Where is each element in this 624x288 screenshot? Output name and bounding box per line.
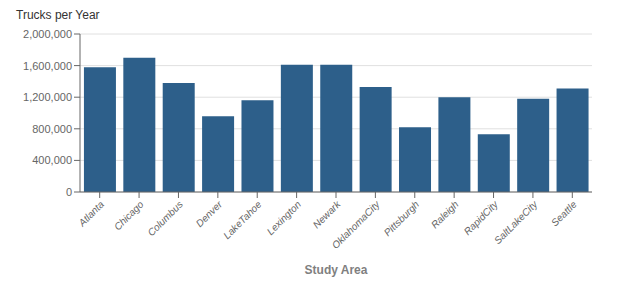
svg-text:LakeTahoe: LakeTahoe — [221, 198, 264, 241]
svg-text:1,600,000: 1,600,000 — [23, 60, 72, 72]
html-text:Trucks per Year: Trucks per Year — [16, 8, 100, 22]
svg-text:400,000: 400,000 — [32, 154, 72, 166]
svg-text:OklahomaCity: OklahomaCity — [330, 198, 383, 251]
svg-text:0: 0 — [66, 186, 72, 198]
svg-text:Pittsburgh: Pittsburgh — [382, 198, 422, 238]
svg-text:Newark: Newark — [311, 198, 343, 230]
svg-text:800,000: 800,000 — [32, 123, 72, 135]
svg-text:Denver: Denver — [194, 198, 225, 229]
svg-text:Raleigh: Raleigh — [429, 198, 461, 230]
svg-text:Seattle: Seattle — [549, 198, 579, 228]
svg-text:1,200,000: 1,200,000 — [23, 91, 72, 103]
svg-text:Lexington: Lexington — [265, 198, 304, 237]
svg-text:Study Area: Study Area — [305, 263, 368, 277]
svg-text:Columbus: Columbus — [145, 199, 185, 239]
svg-text:RapidCity: RapidCity — [462, 198, 501, 237]
svg-text:Chicago: Chicago — [112, 198, 146, 232]
svg-text:2,000,000: 2,000,000 — [23, 28, 72, 40]
svg-text:Atlanta: Atlanta — [76, 198, 107, 229]
svg-text:SaltLakeCity: SaltLakeCity — [492, 198, 540, 246]
